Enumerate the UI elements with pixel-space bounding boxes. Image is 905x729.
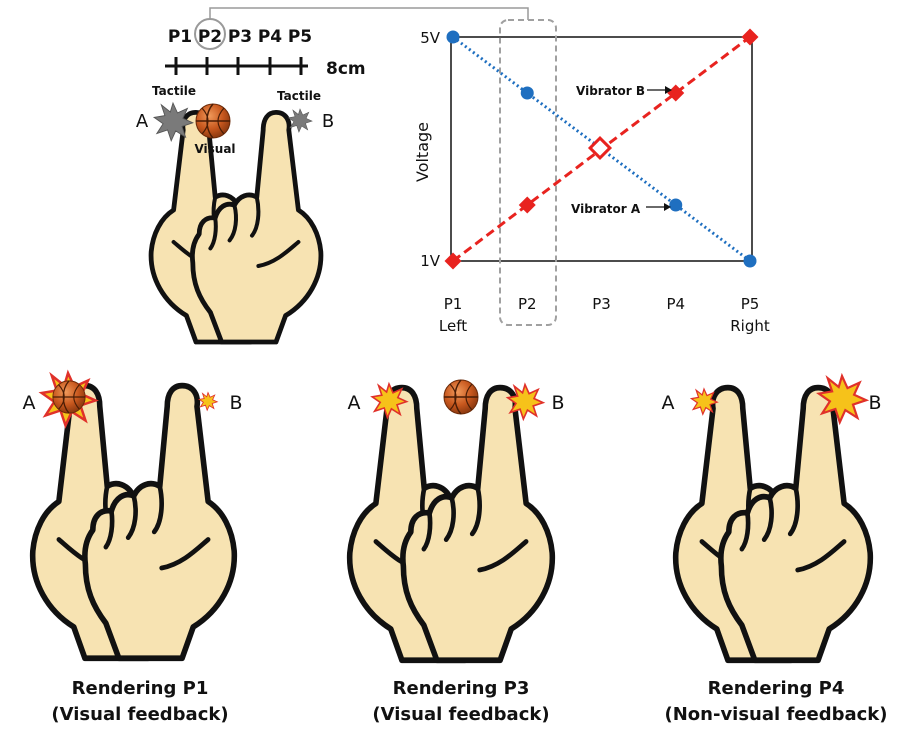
series-annotation-a: Vibrator A	[571, 202, 671, 216]
ruler-label-p5: P5	[288, 27, 312, 47]
finger-label-a: A	[136, 111, 149, 132]
ruler-labels: P1 P2 P3 P4 P5	[168, 27, 312, 47]
ruler-label-p2: P2	[198, 27, 222, 47]
rendering-p3-hand-right	[403, 388, 552, 661]
rendering-p1-hand-right	[85, 386, 234, 659]
tactile-spot-b	[288, 108, 313, 133]
rendering-p3-ball	[443, 379, 479, 415]
marker-vibrator-a-p5	[743, 254, 757, 268]
ruler-label-p1: P1	[168, 27, 192, 47]
rendering-p4-label-a: A	[662, 392, 675, 414]
x-tick-p1: P1	[444, 295, 463, 313]
visual-label: Visual	[194, 142, 235, 156]
marker-vibrator-a-p4	[669, 198, 683, 212]
visual-ball	[195, 103, 231, 139]
series-markers	[444, 28, 759, 270]
renderings-row: A B Rendering P1 (Visual feedback) A B R…	[23, 371, 888, 725]
rendering-p1-burst-b	[198, 392, 218, 411]
rendering-p1-label-b: B	[229, 392, 242, 414]
marker-vibrator-b-p2	[518, 196, 536, 214]
marker-vibrator-a-p2	[520, 86, 534, 100]
rendering-p1-subtitle: (Visual feedback)	[51, 704, 228, 725]
ruler	[165, 57, 308, 75]
marker-vibrator-b-p1	[444, 252, 462, 270]
rendering-p3-label-b: B	[551, 392, 564, 414]
rendering-p1-ball	[52, 380, 86, 414]
y-tick-top: 5V	[420, 29, 441, 47]
intersection-marker	[587, 135, 613, 161]
rendering-p3-label-a: A	[348, 392, 361, 414]
x-tick-p3: P3	[592, 295, 611, 313]
marker-vibrator-b-p5	[741, 28, 759, 46]
x-tick-p4: P4	[666, 295, 685, 313]
tactile-label-a: Tactile	[152, 84, 196, 98]
rendering-p1-title: Rendering P1	[72, 678, 209, 699]
x-tick-p2: P2	[518, 295, 537, 313]
y-axis-label: Voltage	[413, 122, 432, 182]
x-tick-labels: P1 Left P2 P3 P4 P5 Right	[439, 295, 770, 335]
rendering-p4-subtitle: (Non-visual feedback)	[665, 704, 888, 725]
voltage-chart: Voltage 5V 1V P1 Left P2 P3 P4 P5 Right Vibrat…	[413, 19, 770, 335]
series-label-vibrator-a: Vibrator A	[571, 202, 641, 216]
rendering-p4-label-b: B	[868, 392, 881, 414]
rendering-p1: A B Rendering P1 (Visual feedback)	[23, 371, 243, 725]
series-annotation-b: Vibrator B	[576, 84, 672, 98]
ruler-label-p3: P3	[228, 27, 252, 47]
finger-label-b: B	[322, 111, 334, 132]
rendering-p4: A B Rendering P4 (Non-visual feedback)	[662, 374, 888, 725]
p2-connector-line	[209, 7, 529, 20]
ruler-length-label: 8cm	[326, 59, 366, 79]
y-tick-bottom: 1V	[420, 252, 441, 270]
rendering-p4-title: Rendering P4	[708, 678, 845, 699]
x-tick-p5: P5	[741, 295, 760, 313]
rendering-p3-title: Rendering P3	[393, 678, 530, 699]
rendering-p3: A B Rendering P3 (Visual feedback)	[348, 379, 565, 725]
plot-frame	[450, 36, 753, 262]
x-sublabel-left: Left	[439, 317, 467, 335]
p2-highlight-box	[499, 19, 557, 326]
p2-highlight-circle	[194, 18, 226, 50]
ruler-label-p4: P4	[258, 27, 282, 47]
tactile-label-b: Tactile	[277, 89, 321, 103]
rendering-p3-subtitle: (Visual feedback)	[372, 704, 549, 725]
marker-vibrator-a-p1	[446, 30, 460, 44]
marker-vibrator-b-p4	[667, 84, 685, 102]
x-sublabel-right: Right	[730, 317, 770, 335]
rendering-p1-label-a: A	[23, 392, 36, 414]
top-left-diagram: P1 P2 P3 P4 P5 8cm Tactile Tactile Visua…	[136, 7, 529, 342]
series-label-vibrator-b: Vibrator B	[576, 84, 645, 98]
